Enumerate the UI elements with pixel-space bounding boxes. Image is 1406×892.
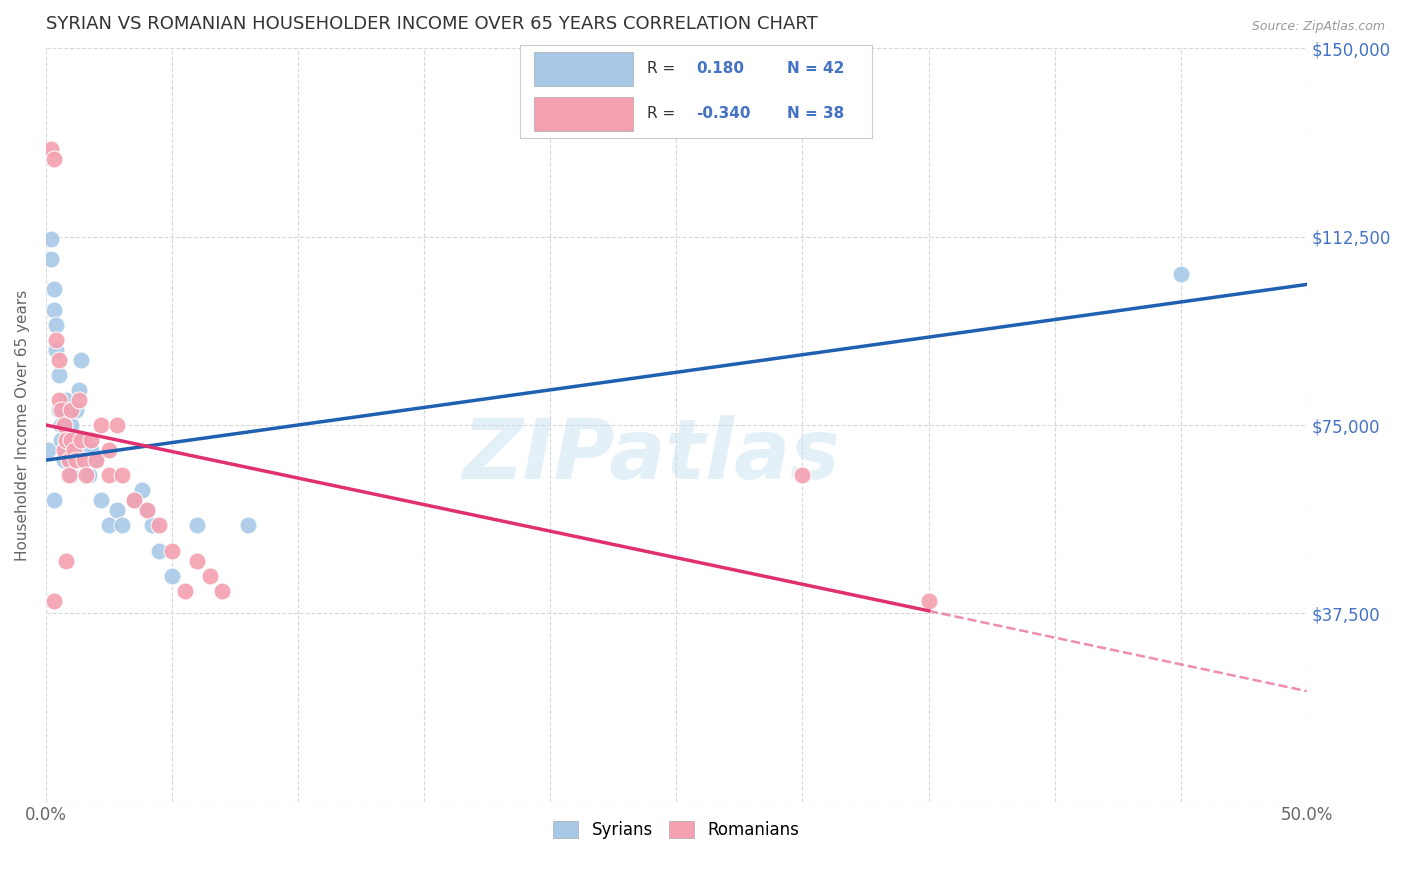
- Point: [48, 368, 70, 382]
- Point: [98, 468, 121, 483]
- Point: [67, 383, 90, 397]
- Point: [55, 443, 77, 458]
- Point: [67, 392, 90, 407]
- Text: SYRIAN VS ROMANIAN HOUSEHOLDER INCOME OVER 65 YEARS CORRELATION CHART: SYRIAN VS ROMANIAN HOUSEHOLDER INCOME OV…: [46, 15, 818, 33]
- Point: [236, 518, 259, 533]
- Legend: Syrians, Romanians: Syrians, Romanians: [547, 814, 806, 846]
- Point: [792, 468, 814, 483]
- Point: [62, 443, 84, 458]
- Point: [55, 392, 77, 407]
- Point: [39, 142, 62, 156]
- Point: [98, 443, 121, 458]
- Point: [39, 252, 62, 267]
- Point: [160, 568, 183, 582]
- Point: [48, 403, 70, 417]
- Point: [52, 443, 75, 458]
- Point: [62, 443, 84, 458]
- Point: [198, 568, 221, 582]
- Point: [49, 417, 72, 432]
- Point: [60, 417, 83, 432]
- Point: [111, 518, 134, 533]
- Point: [70, 352, 93, 367]
- Point: [122, 493, 145, 508]
- Point: [111, 468, 134, 483]
- Point: [42, 302, 65, 317]
- Bar: [534, 52, 633, 86]
- Point: [131, 483, 153, 498]
- Point: [90, 417, 112, 432]
- Point: [135, 503, 157, 517]
- Text: R =: R =: [647, 62, 675, 77]
- Point: [52, 417, 75, 432]
- Point: [58, 468, 80, 483]
- Point: [80, 443, 103, 458]
- Point: [173, 583, 195, 598]
- Point: [58, 433, 80, 447]
- Point: [148, 518, 170, 533]
- Point: [73, 453, 96, 467]
- Text: N = 42: N = 42: [787, 62, 845, 77]
- Point: [45, 343, 67, 357]
- Point: [52, 453, 75, 467]
- Point: [45, 318, 67, 332]
- Point: [58, 453, 80, 467]
- Point: [80, 433, 103, 447]
- Point: [105, 417, 128, 432]
- Point: [90, 493, 112, 508]
- Bar: [534, 97, 633, 131]
- Point: [73, 433, 96, 447]
- Point: [75, 453, 97, 467]
- Point: [77, 468, 100, 483]
- Point: [55, 553, 77, 567]
- Point: [42, 152, 65, 166]
- Point: [58, 453, 80, 467]
- Text: N = 38: N = 38: [787, 106, 845, 121]
- Point: [60, 433, 83, 447]
- Point: [60, 468, 83, 483]
- Point: [65, 453, 87, 467]
- Point: [45, 333, 67, 347]
- Point: [60, 403, 83, 417]
- Point: [135, 503, 157, 517]
- Text: -0.340: -0.340: [696, 106, 751, 121]
- Point: [48, 392, 70, 407]
- Text: R =: R =: [647, 106, 675, 121]
- Point: [48, 352, 70, 367]
- Text: 0.180: 0.180: [696, 62, 744, 77]
- Point: [86, 453, 108, 467]
- Point: [98, 518, 121, 533]
- Point: [141, 518, 163, 533]
- Point: [148, 543, 170, 558]
- Point: [211, 583, 233, 598]
- Point: [70, 433, 93, 447]
- Point: [55, 433, 77, 447]
- Point: [42, 282, 65, 296]
- Point: [122, 493, 145, 508]
- Point: [39, 232, 62, 246]
- Point: [1170, 268, 1192, 282]
- Point: [160, 543, 183, 558]
- Point: [42, 493, 65, 508]
- Text: ZIPatlas: ZIPatlas: [463, 415, 841, 496]
- Point: [186, 553, 208, 567]
- Point: [105, 503, 128, 517]
- Point: [917, 593, 939, 607]
- Text: Source: ZipAtlas.com: Source: ZipAtlas.com: [1251, 20, 1385, 33]
- Point: [75, 468, 97, 483]
- Point: [37, 443, 59, 458]
- Y-axis label: Householder Income Over 65 years: Householder Income Over 65 years: [15, 289, 30, 561]
- Point: [49, 403, 72, 417]
- Point: [42, 593, 65, 607]
- Point: [52, 417, 75, 432]
- Point: [65, 403, 87, 417]
- Point: [86, 453, 108, 467]
- Point: [186, 518, 208, 533]
- Point: [49, 433, 72, 447]
